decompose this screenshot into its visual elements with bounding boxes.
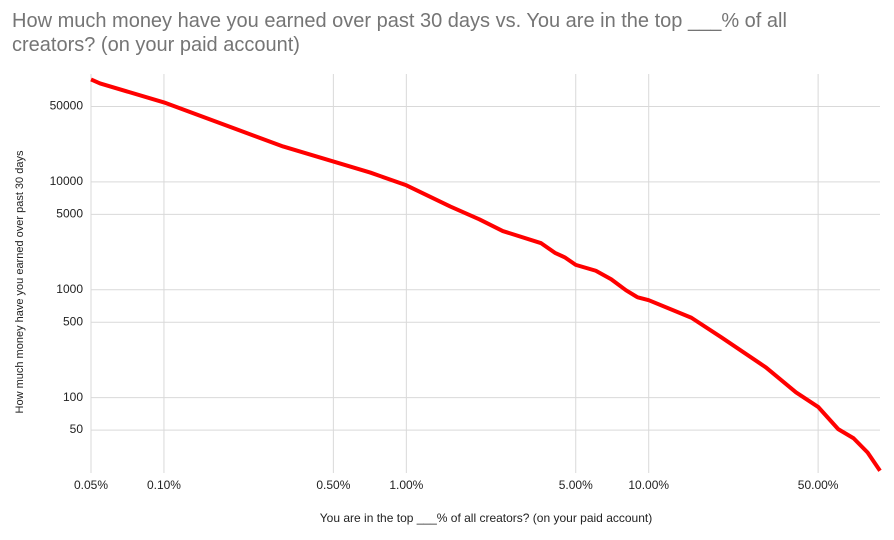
- y-tick-label: 1000: [56, 282, 83, 296]
- x-tick-label: 50.00%: [798, 478, 839, 492]
- x-tick-label: 0.05%: [74, 478, 108, 492]
- y-tick-label: 500: [63, 314, 83, 328]
- y-tick-label: 100: [63, 390, 83, 404]
- x-tick-label: 0.10%: [147, 478, 181, 492]
- chart-title: How much money have you earned over past…: [12, 10, 787, 32]
- chart-title: creators? (on your paid account): [12, 34, 300, 56]
- y-axis-label: How much money have you earned over past…: [14, 150, 26, 413]
- x-tick-label: 1.00%: [389, 478, 423, 492]
- y-tick-label: 50: [70, 422, 84, 436]
- x-axis-label: You are in the top ___% of all creators?…: [320, 511, 652, 525]
- data-line: [90, 77, 882, 472]
- x-tick-label: 0.50%: [316, 478, 350, 492]
- y-tick-label: 10000: [50, 174, 84, 188]
- y-tick-label: 50000: [50, 99, 84, 113]
- y-tick-label: 5000: [56, 207, 83, 221]
- x-tick-label: 5.00%: [559, 478, 593, 492]
- x-tick-label: 10.00%: [628, 478, 669, 492]
